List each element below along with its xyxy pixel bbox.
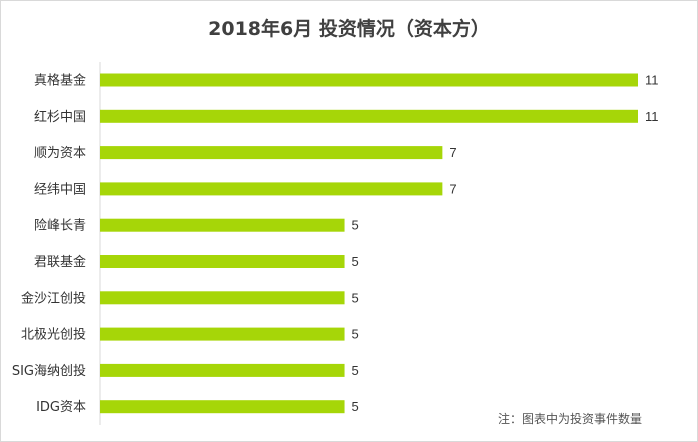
category-label: 红杉中国 <box>34 109 86 125</box>
value-label: 5 <box>352 218 359 233</box>
chart-note: 注：图表中为投资事件数量 <box>497 412 642 426</box>
bar <box>100 400 345 414</box>
value-label: 5 <box>352 290 359 305</box>
value-label: 5 <box>352 327 359 342</box>
chart-title: 2018年6月 投资情况（资本方） <box>208 18 490 40</box>
category-label: 君联基金 <box>34 254 86 270</box>
value-label: 5 <box>352 399 359 414</box>
bar <box>100 255 345 268</box>
category-label: 险峰长青 <box>34 219 86 234</box>
bar <box>100 363 345 377</box>
category-label: 经纬中国 <box>34 182 86 197</box>
bar <box>100 146 443 160</box>
category-label: 顺为资本 <box>34 146 86 161</box>
bar <box>100 109 638 123</box>
category-label: SIG海纳创投 <box>12 363 86 379</box>
bar <box>100 327 345 341</box>
value-label: 11 <box>645 73 659 88</box>
bar <box>100 218 345 232</box>
value-label: 5 <box>352 254 359 269</box>
bar <box>100 291 345 305</box>
value-label: 5 <box>352 363 359 378</box>
value-label: 7 <box>449 181 456 196</box>
category-label: 金沙江创投 <box>21 290 86 306</box>
bar <box>100 182 443 196</box>
value-label: 11 <box>645 109 659 124</box>
category-label: IDG资本 <box>36 400 86 415</box>
bar <box>100 73 638 87</box>
category-label: 北极光创投 <box>21 327 86 343</box>
category-label: 真格基金 <box>34 73 86 89</box>
value-label: 7 <box>449 145 456 160</box>
